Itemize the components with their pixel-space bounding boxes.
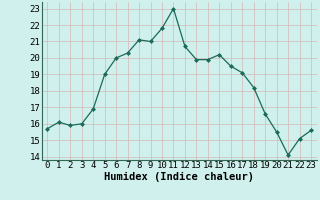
X-axis label: Humidex (Indice chaleur): Humidex (Indice chaleur) bbox=[104, 172, 254, 182]
